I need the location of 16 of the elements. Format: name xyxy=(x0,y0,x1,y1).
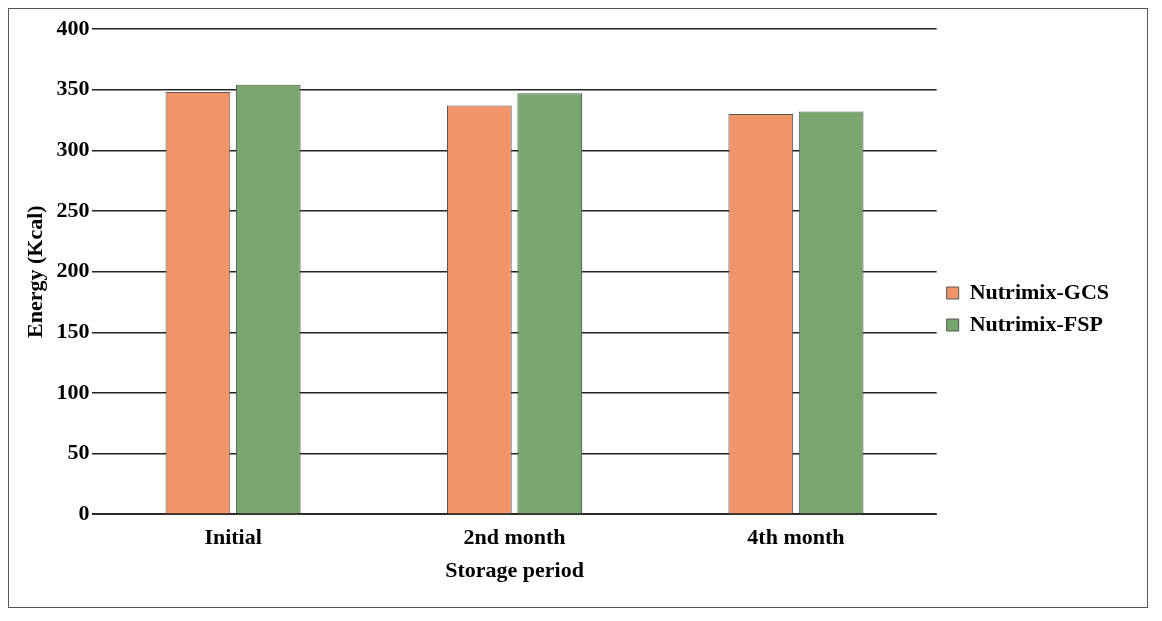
y-tick-label: 150 xyxy=(56,317,90,343)
y-axis-title: Energy (Kcal) xyxy=(21,205,47,338)
y-tick-label: 250 xyxy=(56,196,90,222)
y-tick-label: 350 xyxy=(56,75,90,101)
x-axis-title: Storage period xyxy=(445,557,584,583)
y-tick-label: 400 xyxy=(56,14,90,40)
x-tick-label: Initial xyxy=(204,524,262,550)
legend-label: Nutrimix-FSP xyxy=(969,310,1103,336)
x-tick-label: 2nd month xyxy=(463,524,566,550)
y-tick-label: 0 xyxy=(78,499,90,525)
x-tick-label: 4th month xyxy=(747,524,845,550)
y-tick-label: 50 xyxy=(67,439,90,465)
y-tick-label: 200 xyxy=(56,257,90,283)
legend-label: Nutrimix-GCS xyxy=(969,278,1109,304)
y-tick-label: 300 xyxy=(56,135,90,161)
y-tick-label: 100 xyxy=(56,378,90,404)
